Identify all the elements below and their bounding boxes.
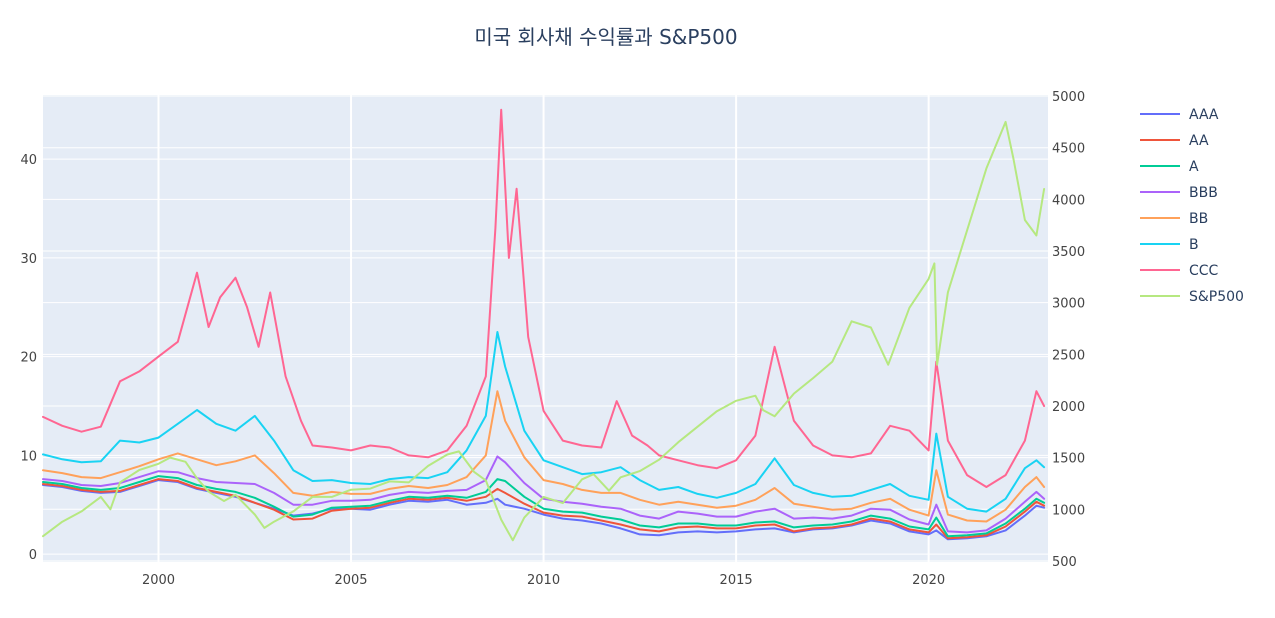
y2-tick-label: 4500 — [1052, 142, 1085, 157]
legend-item[interactable]: BBB — [1140, 185, 1218, 201]
series-line-aa — [42, 478, 1046, 540]
legend-item[interactable]: S&P500 — [1140, 289, 1244, 305]
legend-item[interactable]: AA — [1140, 133, 1209, 149]
y2-tick-label: 2000 — [1052, 400, 1085, 415]
series-lines — [42, 108, 1046, 542]
legend-item[interactable]: A — [1140, 159, 1199, 175]
y2-tick-label: 4000 — [1052, 193, 1085, 208]
y-tick-label: 0 — [29, 548, 37, 563]
plot-area — [43, 95, 1048, 562]
x-tick-label: 2000 — [142, 573, 175, 588]
y2-tick-label: 2500 — [1052, 348, 1085, 363]
x-tick-label: 2010 — [527, 573, 560, 588]
series-line-a — [42, 475, 1046, 538]
series-line-bb — [42, 390, 1046, 523]
chart-title: 미국 회사채 수익률과 S&P500 — [474, 25, 737, 49]
legend-label: AA — [1189, 133, 1209, 149]
legend-item[interactable]: BB — [1140, 211, 1208, 227]
y-tick-label: 10 — [20, 449, 37, 464]
series-line-b — [42, 331, 1046, 513]
legend-item[interactable]: AAA — [1140, 107, 1219, 123]
y2-tick-label: 5000 — [1052, 90, 1085, 105]
y2-tick-label: 1000 — [1052, 503, 1085, 518]
legend-item[interactable]: B — [1140, 237, 1199, 253]
legend-label: S&P500 — [1189, 289, 1244, 305]
legend-label: AAA — [1189, 107, 1219, 123]
legend-label: B — [1189, 237, 1199, 253]
series-line-ccc — [42, 108, 1046, 488]
y2-tick-label: 3000 — [1052, 297, 1085, 312]
x-tick-label: 2005 — [334, 573, 367, 588]
axis-tick-labels: 2000 2005 2010 2015 202050010001500200025003… — [20, 90, 1085, 588]
y-tick-label: 20 — [20, 351, 37, 366]
series-line-s-p500 — [42, 120, 1046, 542]
y2-tick-label: 1500 — [1052, 452, 1085, 467]
legend-label: BBB — [1189, 185, 1218, 201]
grid-lines — [43, 95, 1048, 562]
legend-item[interactable]: CCC — [1140, 263, 1219, 279]
legend-label: A — [1189, 159, 1199, 175]
x-tick-label: 2020 — [912, 573, 945, 588]
x-tick-label: 2015 — [720, 573, 753, 588]
legend-label: CCC — [1189, 263, 1219, 279]
y2-tick-label: 3500 — [1052, 245, 1085, 260]
y2-tick-label: 500 — [1052, 555, 1077, 570]
y-tick-label: 30 — [20, 252, 37, 267]
y-tick-label: 40 — [20, 153, 37, 168]
legend-label: BB — [1189, 211, 1208, 227]
